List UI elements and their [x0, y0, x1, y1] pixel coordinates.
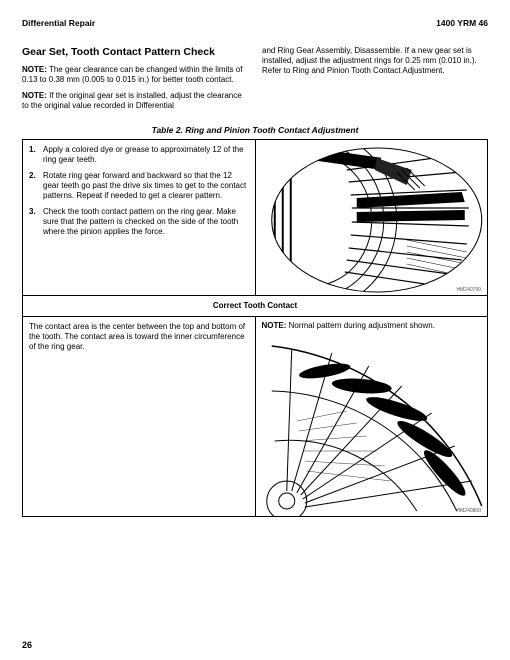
header-right: 1400 YRM 46 — [436, 18, 488, 28]
steps-list: 1.Apply a colored dye or grease to appro… — [29, 145, 249, 237]
figure-1-code: HM240799 — [457, 287, 481, 293]
figure-2-code: HM240800 — [457, 508, 481, 514]
adjustment-table: 1.Apply a colored dye or grease to appro… — [22, 139, 488, 517]
list-item: 2.Rotate ring gear forward and backward … — [29, 171, 249, 201]
step-text: Apply a colored dye or grease to approxi… — [43, 145, 249, 165]
step-num: 1. — [29, 145, 43, 165]
table-row: Correct Tooth Contact — [23, 296, 488, 317]
table-row: 1.Apply a colored dye or grease to appro… — [23, 140, 488, 296]
note-2-label: NOTE: — [22, 91, 47, 100]
table-caption: Table 2. Ring and Pinion Tooth Contact A… — [22, 125, 488, 135]
note-2-text: If the original gear set is installed, a… — [22, 91, 242, 110]
right-col-p1: and Ring Gear Assembly, Disassemble. If … — [262, 46, 488, 76]
step-text: Check the tooth contact pattern on the r… — [43, 207, 249, 237]
figure-2-cell: NOTE: Normal pattern during adjustment s… — [255, 317, 488, 517]
note-2: NOTE: If the original gear set is instal… — [22, 91, 248, 111]
list-item: 1.Apply a colored dye or grease to appro… — [29, 145, 249, 165]
right-column: and Ring Gear Assembly, Disassemble. If … — [262, 46, 488, 117]
tooth-pattern-illustration — [256, 331, 488, 516]
figure-2-note-text: Normal pattern during adjustment shown. — [286, 321, 435, 330]
step-text: Rotate ring gear forward and backward so… — [43, 171, 249, 201]
note-1-text: The gear clearance can be changed within… — [22, 65, 242, 84]
figure-2-note: NOTE: Normal pattern during adjustment s… — [256, 317, 488, 331]
steps-cell: 1.Apply a colored dye or grease to appro… — [23, 140, 256, 296]
header-left: Differential Repair — [22, 18, 95, 28]
section-title: Gear Set, Tooth Contact Pattern Check — [22, 46, 248, 59]
correct-contact-header: Correct Tooth Contact — [23, 296, 488, 317]
figure-2-note-label: NOTE: — [262, 321, 287, 330]
figure-1-cell: HM240799 — [255, 140, 488, 296]
step-num: 3. — [29, 207, 43, 237]
figure-2: HM240800 — [256, 331, 488, 516]
table-row: The contact area is the center between t… — [23, 317, 488, 517]
left-column: Gear Set, Tooth Contact Pattern Check NO… — [22, 46, 248, 117]
figure-1: HM240799 — [256, 140, 488, 295]
list-item: 3.Check the tooth contact pattern on the… — [29, 207, 249, 237]
gear-brush-illustration — [256, 140, 488, 295]
note-1-label: NOTE: — [22, 65, 47, 74]
note-1: NOTE: The gear clearance can be changed … — [22, 65, 248, 85]
page-header: Differential Repair 1400 YRM 46 — [22, 18, 488, 28]
intro-columns: Gear Set, Tooth Contact Pattern Check NO… — [22, 46, 488, 117]
correct-contact-text: The contact area is the center between t… — [29, 322, 245, 351]
step-num: 2. — [29, 171, 43, 201]
correct-contact-text-cell: The contact area is the center between t… — [23, 317, 256, 517]
page-number: 26 — [22, 640, 32, 650]
